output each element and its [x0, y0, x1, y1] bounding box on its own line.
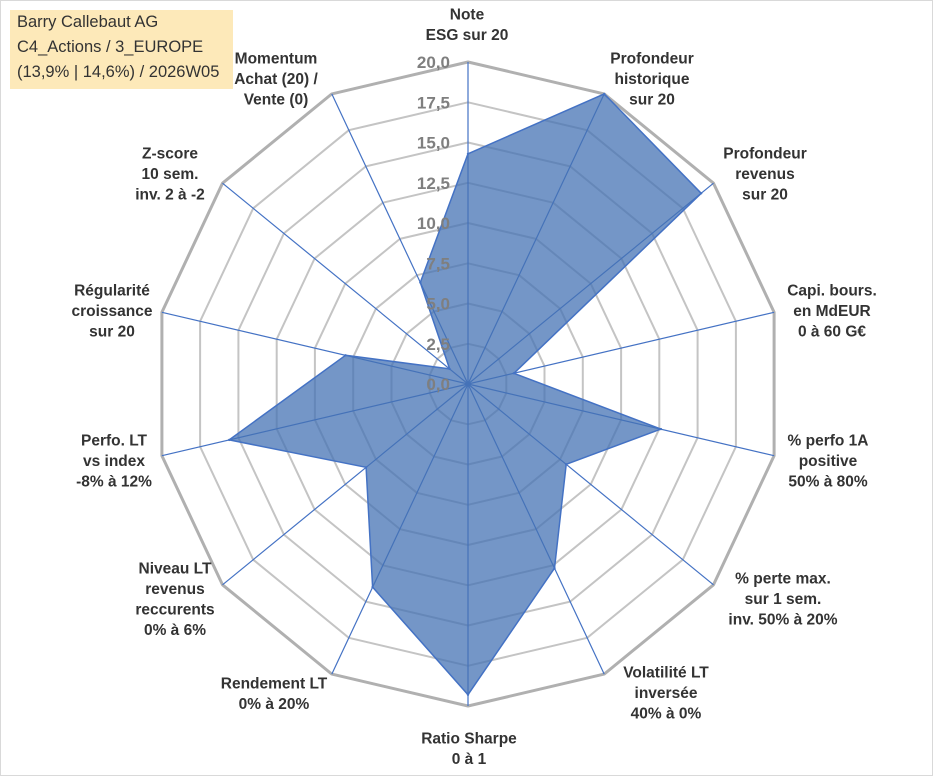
category-label-6-line-2: 40% à 0% — [631, 706, 702, 723]
category-label-9-line-1: revenus — [145, 581, 204, 598]
category-label-10-line-0: Perfo. LT — [81, 433, 148, 450]
r-tick-label-5: 12,5 — [417, 174, 450, 193]
category-label-7-line-0: Ratio Sharpe — [421, 731, 517, 748]
category-label-9-line-2: reccurents — [135, 602, 214, 619]
category-label-11-line-2: sur 20 — [89, 324, 135, 341]
category-label-8-line-0: Rendement LT — [221, 676, 328, 693]
data-point-0 — [466, 152, 470, 155]
data-point-2 — [700, 192, 703, 195]
category-label-13: Momentum Achat (20) / Vente (0) — [234, 51, 318, 109]
category-label-6-line-0: Volatilité LT — [623, 665, 709, 682]
info-box-stats: (13,9% | 14,6%) / 2026W05 — [17, 63, 220, 81]
series-area — [228, 93, 702, 696]
category-label-2-line-0: Profondeur — [723, 146, 807, 163]
category-label-4-line-2: 50% à 80% — [788, 474, 867, 491]
category-label-3-line-2: 0 à 60 G€ — [798, 324, 866, 341]
category-label-3: Capi. bours. en MdEUR 0 à 60 G€ — [787, 283, 877, 341]
data-point-6 — [553, 567, 556, 570]
data-point-3 — [512, 372, 516, 375]
data-point-10 — [228, 438, 231, 442]
category-label-12-line-0: Z-score — [142, 146, 198, 163]
category-label-5-line-2: inv. 50% à 20% — [728, 612, 837, 629]
category-label-1-line-2: sur 20 — [629, 92, 675, 109]
category-label-12-line-2: inv. 2 à -2 — [135, 187, 205, 204]
category-label-11-line-1: croissance — [72, 303, 153, 320]
category-label-7: Ratio Sharpe 0 à 1 — [421, 731, 517, 769]
data-point-11 — [344, 354, 347, 357]
data-point-5 — [565, 463, 568, 466]
r-tick-label-2: 5,0 — [426, 295, 450, 314]
category-label-10: Perfo. LT vs index -8% à 12% — [76, 433, 152, 491]
category-label-10-line-2: -8% à 12% — [76, 474, 152, 491]
category-label-1-line-0: Profondeur — [610, 51, 694, 68]
category-label-0-line-0: Note — [450, 7, 485, 24]
r-tick-label-8: 20,0 — [417, 53, 450, 72]
data-point-13 — [419, 281, 422, 284]
category-label-1-line-1: historique — [615, 71, 690, 88]
category-label-9-line-3: 0% à 6% — [144, 622, 206, 639]
category-label-2-line-1: revenus — [735, 166, 794, 183]
category-label-3-line-1: en MdEUR — [793, 303, 871, 320]
data-point-7 — [466, 693, 470, 696]
category-label-8: Rendement LT 0% à 20% — [221, 676, 328, 714]
category-label-10-line-1: vs index — [83, 453, 145, 470]
axis-spoke-3 — [467, 311, 775, 385]
category-label-12: Z-score 10 sem. inv. 2 à -2 — [135, 146, 205, 204]
data-point-8 — [371, 585, 374, 589]
r-tick-label-0: 0,0 — [426, 375, 450, 394]
category-label-13-line-1: Achat (20) / — [234, 71, 318, 88]
radial-tick-labels: 0,0 2,5 5,0 7,5 10,0 12,5 15,0 17,5 20,0 — [417, 53, 450, 394]
category-label-5-line-1: sur 1 sem. — [745, 591, 822, 608]
info-box-category: C4_Actions / 3_EUROPE — [17, 38, 204, 56]
category-label-6: Volatilité LT inversée 40% à 0% — [623, 665, 709, 723]
info-box: Barry Callebaut AG C4_Actions / 3_EUROPE… — [10, 10, 233, 89]
category-label-11-line-0: Régularité — [74, 283, 150, 300]
category-label-13-line-0: Momentum — [235, 51, 318, 68]
category-label-6-line-1: inversée — [635, 685, 698, 702]
category-label-5: % perte max. sur 1 sem. inv. 50% à 20% — [728, 571, 837, 629]
category-label-11: Régularité croissance sur 20 — [72, 283, 153, 341]
data-point-1 — [603, 92, 606, 96]
category-label-4: % perfo 1A positive 50% à 80% — [788, 433, 869, 491]
category-label-4-line-1: positive — [799, 453, 858, 470]
category-label-0-line-1: ESG sur 20 — [426, 27, 509, 44]
data-point-12 — [448, 367, 451, 371]
category-label-1: Profondeur historique sur 20 — [610, 51, 694, 109]
category-label-12-line-1: 10 sem. — [142, 166, 199, 183]
category-label-8-line-1: 0% à 20% — [239, 696, 310, 713]
category-label-9-line-0: Niveau LT — [139, 561, 212, 578]
r-tick-label-3: 7,5 — [426, 254, 450, 273]
series-0 — [228, 92, 703, 696]
r-tick-label-7: 17,5 — [417, 93, 450, 112]
category-label-4-line-0: % perfo 1A — [788, 433, 869, 450]
category-labels: Note ESG sur 20 Profondeur historique sur 20… — [72, 7, 877, 769]
data-point-9 — [364, 466, 368, 469]
info-box-company: Barry Callebaut AG — [17, 13, 159, 31]
category-label-2: Profondeur revenus sur 20 — [723, 146, 807, 204]
category-label-9: Niveau LT revenus reccurents 0% à 6% — [135, 561, 214, 640]
r-tick-label-6: 15,0 — [417, 134, 450, 153]
category-label-7-line-1: 0 à 1 — [452, 751, 487, 768]
axis-spoke-12 — [222, 182, 469, 385]
category-label-3-line-0: Capi. bours. — [787, 283, 877, 300]
r-tick-label-1: 2,5 — [426, 335, 450, 354]
r-tick-label-4: 10,0 — [417, 214, 450, 233]
category-label-13-line-2: Vente (0) — [244, 92, 309, 109]
data-point-4 — [659, 427, 663, 431]
category-label-2-line-2: sur 20 — [742, 187, 788, 204]
category-label-5-line-0: % perte max. — [735, 571, 831, 588]
category-label-0: Note ESG sur 20 — [426, 7, 509, 45]
